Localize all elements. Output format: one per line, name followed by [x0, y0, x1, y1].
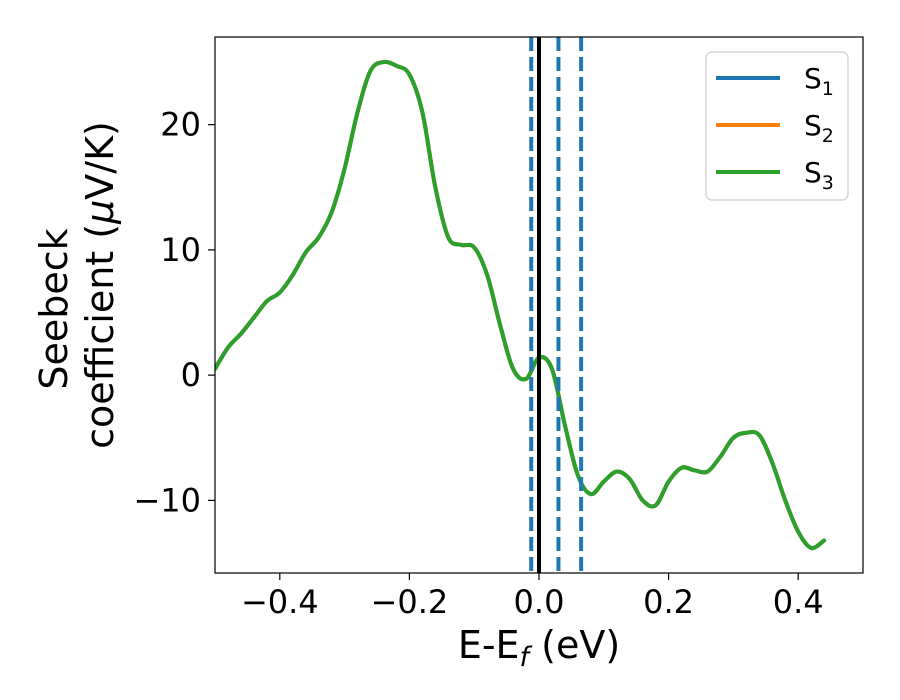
- y-tick-label: 0: [181, 356, 201, 394]
- x-tick-label: 0.2: [643, 583, 694, 621]
- legend-label-s1: S1: [804, 62, 834, 100]
- plot-area: [215, 37, 827, 573]
- y-tick-label: 10: [160, 231, 201, 269]
- y-tick-label: −10: [133, 481, 201, 519]
- y-axis-label-line2: coefficient (μV/K): [78, 121, 122, 449]
- x-tick-label: 0.0: [514, 583, 565, 621]
- series-line-s3: [215, 59, 827, 551]
- x-tick-label: 0.4: [773, 583, 824, 621]
- y-axis-label-line1: Seebeck: [32, 228, 76, 389]
- x-axis-label: E-Ef (eV): [458, 623, 620, 673]
- y-tick-label: 20: [160, 106, 201, 144]
- x-tick-label: −0.4: [241, 583, 319, 621]
- legend-label-s2: S2: [804, 109, 834, 147]
- x-tick-label: −0.2: [371, 583, 449, 621]
- legend-label-s3: S3: [804, 156, 834, 194]
